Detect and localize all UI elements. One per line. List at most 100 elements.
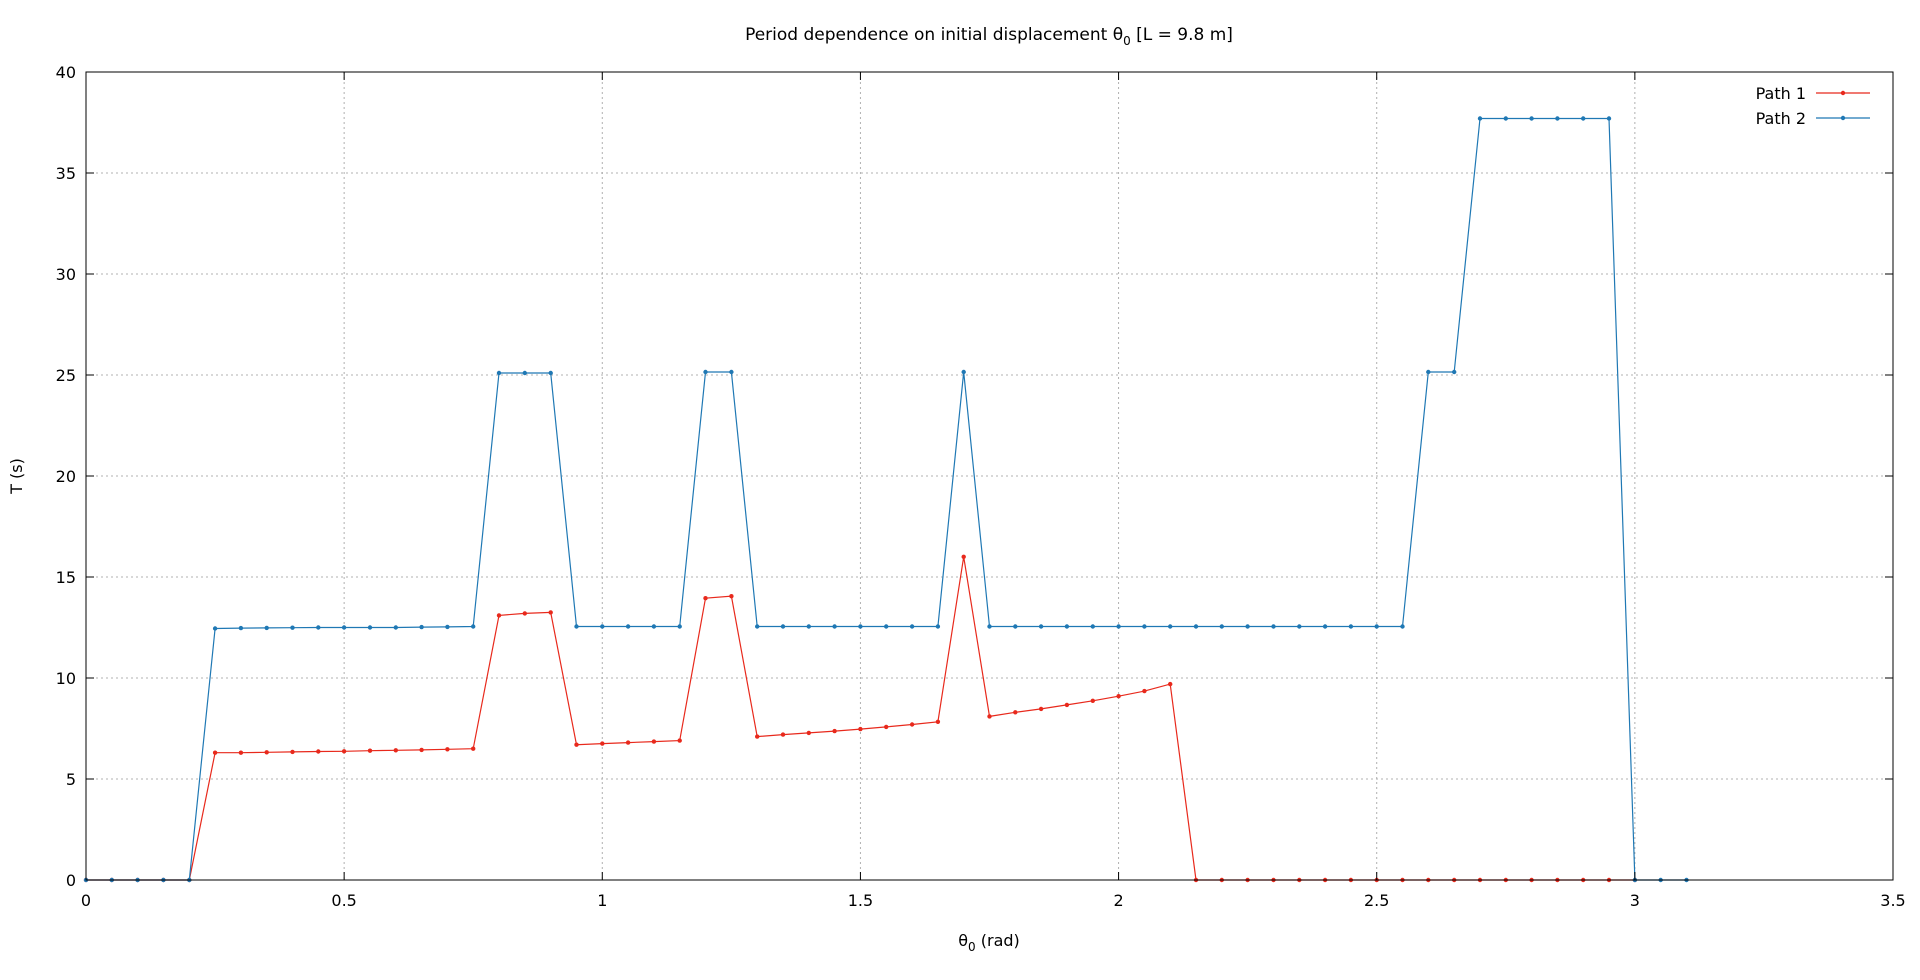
y-axis-label: T (s) (7, 458, 26, 495)
series-path-2 (83, 116, 1689, 883)
data-point-path-1 (1013, 710, 1018, 715)
data-point-path-2 (832, 624, 837, 629)
data-point-path-1 (858, 726, 863, 732)
data-point-path-1 (832, 728, 837, 734)
y-tick-label: 5 (66, 770, 76, 789)
data-point-path-2 (677, 624, 682, 629)
data-point-path-2 (212, 626, 218, 631)
chart-title: Period dependence on initial displacemen… (745, 25, 1233, 48)
series-layer (83, 116, 1689, 883)
data-point-path-2 (1322, 624, 1328, 629)
data-point-path-1 (780, 732, 786, 737)
data-point-path-1 (1064, 702, 1070, 708)
data-point-path-2 (1452, 369, 1457, 375)
data-point-path-1 (212, 750, 218, 755)
data-point-path-2 (1116, 624, 1121, 629)
y-tick-label: 25 (56, 366, 76, 385)
data-point-path-2 (1013, 624, 1018, 629)
x-tick-label: 0.5 (331, 891, 356, 910)
x-tick-label: 0 (81, 891, 91, 910)
data-point-path-2 (858, 624, 863, 629)
data-point-path-1 (1038, 706, 1044, 712)
data-point-path-1 (884, 724, 889, 730)
y-tick-label: 40 (56, 63, 76, 82)
data-point-path-1 (496, 613, 502, 618)
data-point-path-2 (1168, 624, 1173, 629)
data-point-path-2 (290, 625, 295, 630)
data-point-path-2 (600, 624, 605, 629)
grid-layer (86, 72, 1893, 880)
data-point-path-2 (651, 624, 657, 629)
data-point-path-2 (935, 624, 941, 629)
data-point-path-2 (1581, 116, 1586, 121)
data-point-path-2 (1297, 624, 1302, 629)
data-point-path-1 (677, 738, 682, 743)
data-point-path-2 (1245, 624, 1250, 629)
data-point-path-2 (238, 625, 244, 631)
series-line-path-2 (86, 117, 1687, 881)
data-point-path-2 (703, 369, 708, 375)
x-tick-label: 1.5 (848, 891, 873, 910)
data-point-path-1 (1168, 681, 1173, 687)
x-tick-label: 3.5 (1880, 891, 1905, 910)
data-point-path-1 (651, 739, 657, 744)
data-point-path-2 (522, 370, 527, 376)
data-point-path-1 (961, 554, 966, 559)
data-point-path-1 (367, 748, 373, 753)
data-point-path-2 (1142, 624, 1147, 629)
data-point-path-1 (445, 747, 450, 752)
data-point-path-2 (548, 370, 553, 376)
y-tick-label: 20 (56, 467, 76, 486)
x-tick-label: 2 (1113, 891, 1123, 910)
data-point-path-1 (806, 730, 811, 736)
data-point-path-2 (1064, 624, 1070, 629)
data-point-path-1 (316, 749, 321, 754)
data-point-path-1 (471, 746, 476, 751)
legend-item-path-1: Path 1 (1756, 84, 1870, 103)
data-point-path-1 (393, 748, 398, 753)
legend-item-path-2: Path 2 (1756, 109, 1870, 128)
data-point-path-2 (1374, 624, 1379, 629)
data-point-path-2 (1090, 624, 1096, 629)
data-point-path-1 (987, 714, 992, 719)
legend-marker (1840, 115, 1846, 121)
data-point-path-2 (1219, 624, 1225, 629)
data-point-path-1 (600, 741, 605, 746)
data-point-path-1 (755, 734, 760, 739)
x-tick-label: 3 (1630, 891, 1640, 910)
data-point-path-1 (729, 594, 734, 599)
y-tick-label: 30 (56, 265, 76, 284)
data-point-path-1 (935, 719, 941, 724)
data-point-path-2 (419, 624, 424, 630)
data-point-path-1 (522, 611, 527, 616)
data-point-path-2 (393, 625, 398, 630)
data-point-path-2 (496, 370, 502, 376)
y-tick-label: 15 (56, 568, 76, 587)
data-point-path-2 (806, 624, 811, 629)
data-point-path-2 (1529, 116, 1534, 121)
data-point-path-1 (1090, 698, 1096, 703)
data-point-path-2 (1400, 624, 1405, 629)
y-tick-label: 10 (56, 669, 76, 688)
data-point-path-1 (1142, 688, 1147, 694)
legend-label: Path 1 (1756, 84, 1806, 103)
x-tick-label: 2.5 (1364, 891, 1389, 910)
data-point-path-1 (238, 750, 244, 755)
data-point-path-1 (909, 722, 915, 727)
data-point-path-2 (574, 624, 579, 629)
data-point-path-2 (755, 624, 760, 629)
data-point-path-1 (1116, 694, 1121, 699)
legend-marker (1840, 90, 1846, 96)
data-point-path-2 (625, 624, 631, 629)
data-point-path-1 (419, 747, 424, 753)
data-point-path-2 (1606, 116, 1612, 121)
legend: Path 1 Path 2 (1756, 84, 1870, 128)
data-point-path-2 (729, 369, 734, 375)
data-point-path-2 (1555, 116, 1560, 121)
data-point-path-2 (367, 625, 373, 630)
data-point-path-1 (574, 742, 579, 747)
data-point-path-2 (961, 369, 966, 375)
data-point-path-2 (780, 624, 786, 629)
data-point-path-2 (1348, 624, 1354, 629)
